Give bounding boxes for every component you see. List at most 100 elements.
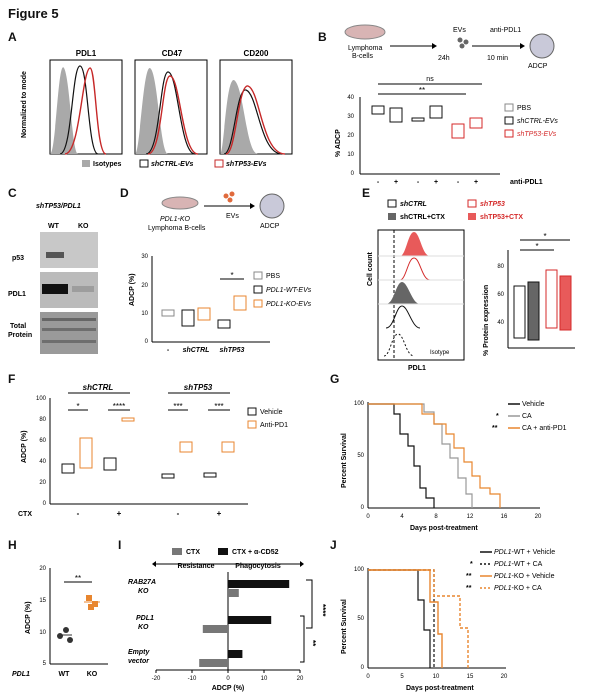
svg-text:-: - — [177, 509, 180, 518]
svg-text:shTP53: shTP53 — [220, 347, 245, 354]
panel-f: shCTRL shTP53 ADCP (%) 100 80 60 40 20 0… — [18, 383, 288, 518]
panel-e-legend: shCTRL shCTRL+CTX shTP53 shTP53+CTX — [387, 199, 523, 221]
svg-text:10: 10 — [141, 311, 148, 317]
svg-text:shTP53/PDL1: shTP53/PDL1 — [36, 203, 81, 210]
svg-text:shCTRL: shCTRL — [83, 383, 114, 392]
svg-text:anti-PDL1: anti-PDL1 — [510, 179, 543, 186]
svg-text:shCTRL+CTX: shCTRL+CTX — [400, 214, 445, 221]
svg-text:+: + — [474, 179, 478, 186]
svg-text:vector: vector — [128, 658, 150, 665]
figure-title: Figure 5 — [8, 6, 59, 21]
cells-label: Lymphoma — [348, 45, 382, 52]
panel-c-label: C — [8, 186, 17, 200]
svg-text:PDL1-KO + CA: PDL1-KO + CA — [494, 585, 542, 592]
svg-text:50: 50 — [357, 616, 364, 622]
svg-text:p53: p53 — [12, 255, 24, 262]
svg-text:0: 0 — [43, 501, 47, 507]
svg-text:Total: Total — [10, 323, 26, 330]
svg-text:PBS: PBS — [517, 105, 531, 112]
svg-text:% Protein expression: % Protein expression — [483, 285, 490, 356]
svg-text:shCTRL-EVs: shCTRL-EVs — [151, 161, 194, 168]
svg-text:CTX: CTX — [18, 511, 32, 518]
tick-label: 10 — [261, 676, 268, 682]
tick-label: 0 — [226, 676, 230, 682]
svg-text:ADCP (%): ADCP (%) — [25, 601, 32, 634]
svg-text:KO: KO — [78, 223, 89, 230]
svg-text:16: 16 — [501, 514, 508, 520]
tick-label: -10 — [188, 676, 197, 682]
svg-text:-: - — [77, 509, 80, 518]
svg-text:shTP53: shTP53 — [480, 201, 505, 208]
svg-text:Lymphoma B-cells: Lymphoma B-cells — [148, 225, 206, 232]
svg-text:60: 60 — [497, 292, 504, 298]
panel-d-label: D — [120, 186, 129, 200]
svg-text:5: 5 — [43, 661, 47, 667]
svg-text:60: 60 — [39, 438, 46, 444]
svg-text:-: - — [457, 179, 460, 186]
svg-text:B-cells: B-cells — [352, 53, 374, 60]
svg-text:30: 30 — [141, 254, 148, 260]
svg-text:+: + — [394, 179, 398, 186]
svg-text:**: ** — [75, 574, 81, 583]
svg-text:10 min: 10 min — [487, 55, 508, 62]
panel-i-xlabel: ADCP (%) — [212, 685, 245, 692]
svg-text:40: 40 — [347, 95, 354, 101]
svg-text:ns: ns — [426, 76, 434, 83]
panel-j-legend: PDL1-WT + Vehicle * PDL1-WT + CA ** PDL1… — [466, 549, 555, 592]
svg-text:15: 15 — [467, 674, 474, 680]
svg-text:EVs: EVs — [226, 213, 239, 220]
svg-text:***: *** — [173, 402, 182, 411]
svg-text:*: * — [76, 402, 79, 411]
bar-ctx-cd52-0 — [228, 580, 290, 588]
svg-text:0: 0 — [361, 665, 365, 671]
svg-text:shCTRL: shCTRL — [183, 347, 210, 354]
svg-text:-: - — [377, 179, 380, 186]
svg-text:5: 5 — [400, 674, 404, 680]
svg-text:shCTRL-EVs: shCTRL-EVs — [517, 118, 558, 125]
svg-text:ADCP: ADCP — [528, 63, 548, 70]
svg-text:Protein: Protein — [8, 332, 32, 339]
svg-text:ADCP (%): ADCP (%) — [21, 430, 28, 463]
svg-text:*: * — [543, 232, 546, 241]
svg-text:10: 10 — [433, 674, 440, 680]
bar-ctx-1 — [202, 625, 228, 633]
svg-text:+: + — [217, 509, 222, 518]
row-label-ko: KO — [138, 588, 149, 595]
svg-text:EVs: EVs — [453, 27, 466, 34]
svg-text:Isotype: Isotype — [430, 350, 450, 356]
svg-text:20: 20 — [501, 674, 508, 680]
svg-text:0: 0 — [366, 674, 370, 680]
panel-a-legend: Isotypes shCTRL-EVs shTP53-EVs — [82, 159, 267, 168]
panel-a-ylabel: Normalized to mode — [21, 71, 28, 138]
svg-text:PDL1: PDL1 — [408, 365, 426, 372]
svg-text:ADCP: ADCP — [260, 223, 280, 230]
svg-text:20: 20 — [141, 283, 148, 289]
svg-text:**: ** — [492, 425, 498, 432]
svg-text:Percent Survival: Percent Survival — [341, 433, 348, 488]
svg-text:20: 20 — [535, 514, 542, 520]
svg-text:Cell count: Cell count — [367, 251, 374, 286]
tick-label: 20 — [297, 676, 304, 682]
svg-text:-: - — [167, 347, 170, 354]
svg-text:PDL1-KO: PDL1-KO — [160, 216, 191, 223]
panel-b-yticks: 40 30 20 10 0 — [347, 95, 354, 177]
svg-text:**: ** — [419, 86, 425, 95]
svg-text:*: * — [496, 413, 499, 420]
svg-text:+: + — [117, 509, 122, 518]
header-phagocytosis: Phagocytosis — [235, 563, 281, 570]
svg-text:**: ** — [466, 573, 472, 580]
panel-i-chart: CTX CTX + α-CD52 Resistance Phagocytosis… — [128, 548, 327, 692]
panel-h-label: H — [8, 538, 17, 552]
svg-text:PDL1: PDL1 — [76, 49, 97, 58]
svg-text:100: 100 — [354, 567, 365, 573]
header-resistance: Resistance — [178, 563, 215, 570]
svg-text:PDL1-WT + CA: PDL1-WT + CA — [494, 561, 543, 568]
panel-b-ylabel: % ADCP — [335, 129, 342, 157]
panel-i-label: I — [118, 538, 122, 552]
svg-text:Days post-treatment: Days post-treatment — [410, 525, 478, 532]
panel-j-label: J — [330, 538, 337, 552]
svg-text:Days post-treatment: Days post-treatment — [406, 685, 474, 692]
panel-a-histograms: Normalized to mode PDL1 CD47 CD200 Isoty… — [21, 49, 293, 168]
panel-f-legend: Vehicle Anti-PD1 — [247, 407, 288, 429]
panel-e: shCTRL shCTRL+CTX shTP53 shTP53+CTX Cell… — [367, 199, 575, 372]
